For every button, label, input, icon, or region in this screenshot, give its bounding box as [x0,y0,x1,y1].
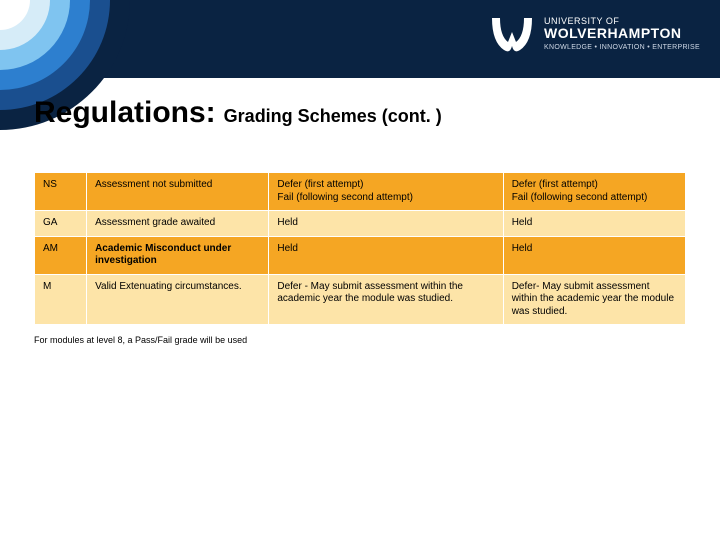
table-cell: Defer - May submit assessment within the… [269,274,503,325]
table-row: MValid Extenuating circumstances.Defer -… [35,274,686,325]
table-cell: Assessment grade awaited [87,211,269,237]
table-cell: Defer (first attempt)Fail (following sec… [269,173,503,211]
logo-mark-icon [490,14,534,54]
table-cell: Held [503,211,685,237]
table-cell: Defer (first attempt)Fail (following sec… [503,173,685,211]
logo-name: WOLVERHAMPTON [544,26,700,41]
table-cell: M [35,274,87,325]
table-cell: Academic Misconduct under investigation [87,236,269,274]
table-cell: Held [269,236,503,274]
table-cell: Held [503,236,685,274]
table-row: NSAssessment not submittedDefer (first a… [35,173,686,211]
table-row: AMAcademic Misconduct under investigatio… [35,236,686,274]
table-cell: Held [269,211,503,237]
title-sub: Grading Schemes (cont. ) [224,106,442,127]
grading-table: NSAssessment not submittedDefer (first a… [34,172,686,325]
table-row: GAAssessment grade awaitedHeldHeld [35,211,686,237]
table-cell: Defer- May submit assessment within the … [503,274,685,325]
table-cell: NS [35,173,87,211]
table-cell: AM [35,236,87,274]
title-main: Regulations: [34,96,216,130]
table-cell: GA [35,211,87,237]
table-footnote: For modules at level 8, a Pass/Fail grad… [34,335,686,345]
grading-table-wrap: NSAssessment not submittedDefer (first a… [34,172,686,345]
table-cell: Assessment not submitted [87,173,269,211]
table-cell: Valid Extenuating circumstances. [87,274,269,325]
logo-tagline: KNOWLEDGE • INNOVATION • ENTERPRISE [544,44,700,52]
slide-title: Regulations: Grading Schemes (cont. ) [34,96,442,130]
university-logo: UNIVERSITY OF WOLVERHAMPTON KNOWLEDGE • … [490,14,700,54]
